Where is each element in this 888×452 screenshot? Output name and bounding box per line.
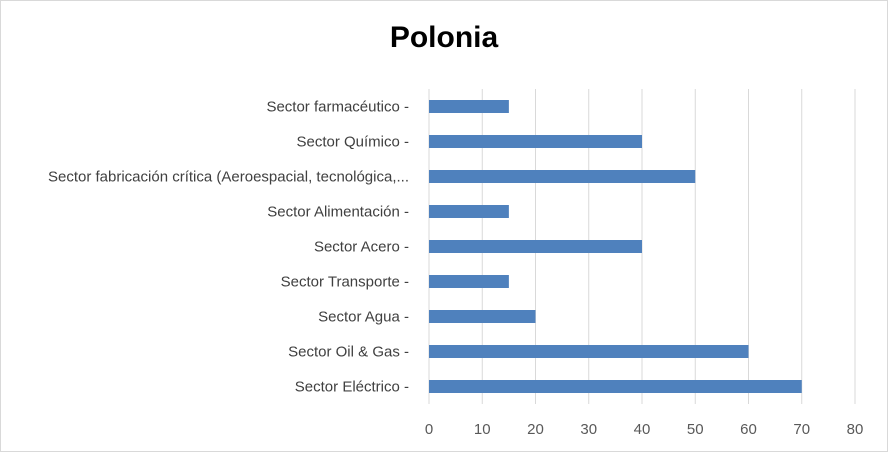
category-label: Sector Acero -: [314, 239, 409, 256]
x-tick-label: 10: [474, 421, 491, 438]
category-label: Sector Alimentación -: [267, 204, 409, 221]
bar: [429, 345, 749, 358]
category-label: Sector fabricación crítica (Aeroespacial…: [48, 169, 409, 186]
bar: [429, 310, 536, 323]
bar: [429, 275, 509, 288]
x-tick-label: 70: [793, 421, 810, 438]
category-label: Sector Químico -: [296, 134, 409, 151]
bar: [429, 380, 802, 393]
chart-title: Polonia: [389, 21, 499, 54]
x-tick-label: 20: [527, 421, 544, 438]
x-tick-label: 30: [580, 421, 597, 438]
bar: [429, 135, 642, 148]
x-tick-label: 0: [425, 421, 433, 438]
x-axis-ticks: 0 10 20 30 40 50 60 70 80: [425, 421, 864, 438]
bar: [429, 100, 509, 113]
bars: [429, 100, 802, 393]
bar: [429, 205, 509, 218]
x-tick-label: 80: [847, 421, 864, 438]
bar: [429, 170, 696, 183]
category-label: Sector farmacéutico -: [266, 99, 409, 116]
category-labels: Sector farmacéutico - Sector Químico - Sec…: [48, 99, 409, 396]
x-tick-label: 60: [740, 421, 757, 438]
category-label: Sector Oil & Gas -: [288, 344, 409, 361]
category-label: Sector Eléctrico -: [295, 379, 409, 396]
x-tick-label: 50: [687, 421, 704, 438]
x-tick-label: 40: [634, 421, 651, 438]
category-label: Sector Transporte -: [281, 274, 409, 291]
category-label: Sector Agua -: [318, 309, 409, 326]
bar: [429, 240, 642, 253]
